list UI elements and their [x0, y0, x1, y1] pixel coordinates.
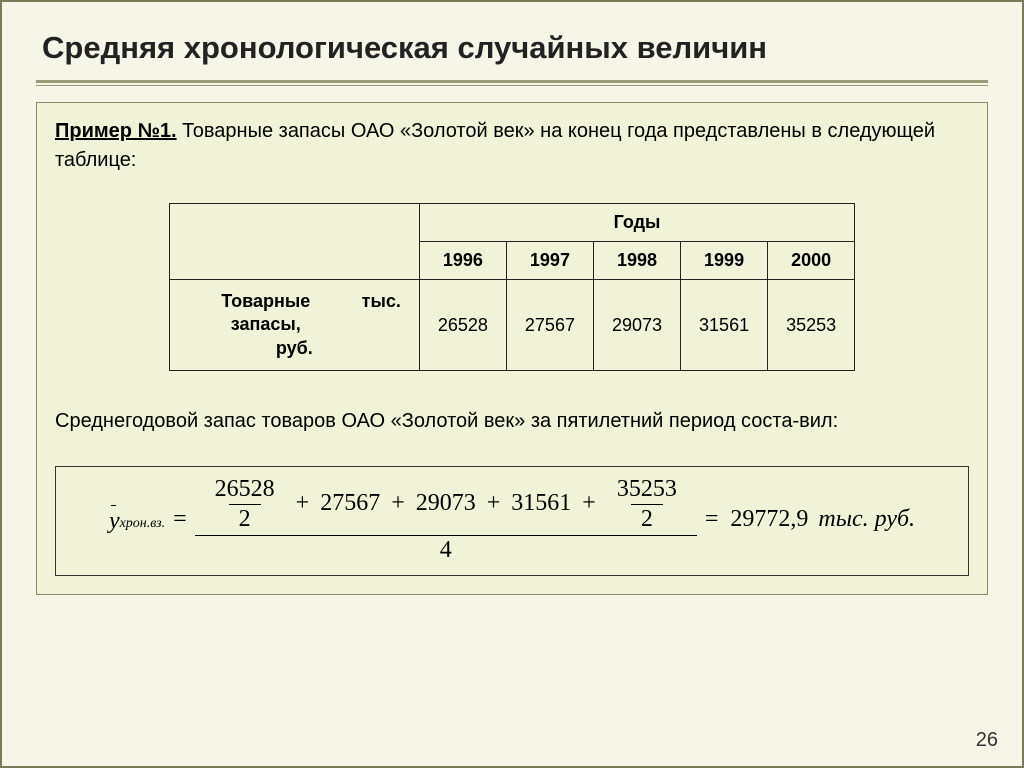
cell-3: 31561 — [681, 280, 768, 371]
formula-numerator: 26528 2 + 27567 + 29073 + 31561 + 35253 … — [195, 477, 697, 534]
formula-result: 29772,9 — [730, 506, 808, 533]
col-year-4: 2000 — [768, 242, 855, 280]
col-year-1: 1997 — [506, 242, 593, 280]
col-year-0: 1996 — [419, 242, 506, 280]
table-data-row: Товарные запасы, тыс. руб. 26528 27567 2… — [169, 280, 854, 371]
half-term-1: 26528 2 — [205, 477, 285, 532]
data-table: Годы 1996 1997 1998 1999 2000 Товарные з… — [169, 203, 855, 371]
equals-1: = — [173, 506, 187, 533]
cell-2: 29073 — [593, 280, 680, 371]
formula-unit: тыс. руб. — [818, 506, 915, 533]
row-label-line1: Товарные запасы, — [188, 290, 344, 337]
table-corner-blank — [169, 204, 419, 280]
mid-term-2: 31561 — [511, 490, 571, 516]
mid-term-0: 27567 — [320, 490, 380, 516]
cell-0: 26528 — [419, 280, 506, 371]
formula-main-fraction: 26528 2 + 27567 + 29073 + 31561 + 35253 … — [195, 477, 697, 563]
formula-denominator: 4 — [195, 535, 697, 563]
formula: y хрон.вз. = 26528 2 + 27567 + 29073 + — [109, 477, 915, 563]
table-header-years: Годы — [419, 204, 854, 242]
col-year-2: 1998 — [593, 242, 680, 280]
divider-thin — [36, 85, 988, 86]
row-label-line2: руб. — [188, 337, 401, 360]
row-label-unit: тыс. — [344, 290, 401, 337]
half-term-2: 35253 2 — [607, 477, 687, 532]
plus-4: + — [582, 490, 596, 516]
mid-term-1: 29073 — [416, 490, 476, 516]
formula-lhs-subscript: хрон.вз. — [120, 516, 166, 532]
equals-2: = — [705, 506, 719, 533]
content-panel: Пример №1. Товарные запасы ОАО «Золотой … — [36, 102, 988, 595]
example-label: Пример №1. — [55, 120, 177, 142]
slide: Средняя хронологическая случайных величи… — [2, 2, 1022, 766]
paragraph-result-intro: Среднегодовой запас товаров ОАО «Золотой… — [55, 407, 969, 436]
example-intro-text: Товарные запасы ОАО «Золотой век» на кон… — [55, 120, 935, 171]
col-year-3: 1999 — [681, 242, 768, 280]
divider-thick — [36, 80, 988, 83]
formula-box: y хрон.вз. = 26528 2 + 27567 + 29073 + — [55, 466, 969, 576]
plus-3: + — [487, 490, 501, 516]
slide-title: Средняя хронологическая случайных величи… — [36, 30, 988, 66]
plus-2: + — [391, 490, 405, 516]
example-intro: Пример №1. Товарные запасы ОАО «Золотой … — [55, 117, 969, 175]
cell-1: 27567 — [506, 280, 593, 371]
cell-4: 35253 — [768, 280, 855, 371]
row-label: Товарные запасы, тыс. руб. — [169, 280, 419, 371]
formula-lhs-symbol: y — [109, 505, 120, 535]
plus-1: + — [296, 490, 310, 516]
table-header-row-1: Годы — [169, 204, 854, 242]
page-number: 26 — [976, 729, 998, 752]
